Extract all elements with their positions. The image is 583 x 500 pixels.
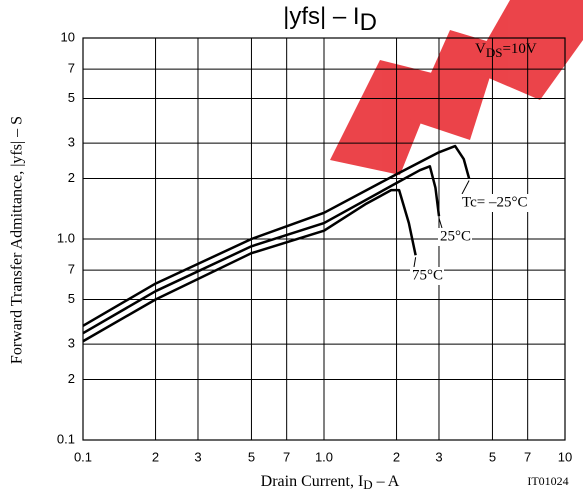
- x-label-rest: – A: [373, 473, 400, 490]
- leader-line: [438, 217, 443, 229]
- series-label: Tc= –25°C: [462, 194, 528, 210]
- annotation-rest: =10V: [502, 41, 536, 57]
- y-tick-label: 7: [68, 262, 75, 277]
- plot-frame: [82, 37, 566, 441]
- y-tick-label: 0.1: [57, 431, 75, 446]
- x-label-sub: D: [363, 477, 372, 492]
- title-sub: D: [360, 9, 377, 36]
- title-text: |yfs| – I: [283, 3, 360, 30]
- x-tick-label: 5: [248, 449, 255, 464]
- y-axis-label: Forward Transfer Admittance, |yfs| – S: [9, 116, 26, 364]
- y-tick-label: 5: [68, 291, 75, 306]
- y-tick-label: 2: [68, 371, 75, 386]
- x-tick-label: 1.0: [315, 449, 333, 464]
- x-tick-label: 3: [194, 449, 201, 464]
- y-tick-label: 2: [68, 170, 75, 185]
- y-tick-label: 3: [68, 135, 75, 150]
- x-tick-label: 2: [393, 449, 400, 464]
- x-axis-label: Drain Current, ID – A: [261, 473, 400, 492]
- series-label: 25°C: [440, 228, 471, 244]
- label-bg: [410, 267, 444, 285]
- label-bg: [460, 194, 537, 212]
- annotation-sub: DS: [486, 45, 503, 60]
- line-series: [82, 188, 417, 343]
- series-label: 75°C: [412, 267, 443, 283]
- y-tick-label: 5: [68, 90, 75, 105]
- line-series: [82, 144, 471, 327]
- y-tick-label: 10: [61, 29, 75, 44]
- watermark: [330, 0, 583, 175]
- line-series: [82, 165, 441, 335]
- y-tick-label: 7: [68, 61, 75, 76]
- leader-line: [461, 180, 470, 195]
- figure-code: IT01024: [527, 474, 568, 488]
- annotation: VDS=10V: [475, 41, 537, 60]
- y-tick-label: 3: [68, 336, 75, 351]
- x-tick-label: 7: [524, 449, 531, 464]
- x-tick-label: 3: [435, 449, 442, 464]
- x-tick-label: 10: [558, 449, 572, 464]
- annotation-text: V: [475, 41, 486, 57]
- x-tick-label: 2: [152, 449, 159, 464]
- y-tick-label: 1.0: [57, 230, 75, 245]
- x-tick-label: 5: [489, 449, 496, 464]
- x-tick-label: 0.1: [74, 449, 92, 464]
- label-bg: [438, 228, 472, 246]
- x-label-text: Drain Current, I: [261, 473, 364, 490]
- chart-title: |yfs| – ID: [283, 3, 377, 36]
- x-tick-label: 7: [283, 449, 290, 464]
- leader-line: [413, 257, 417, 268]
